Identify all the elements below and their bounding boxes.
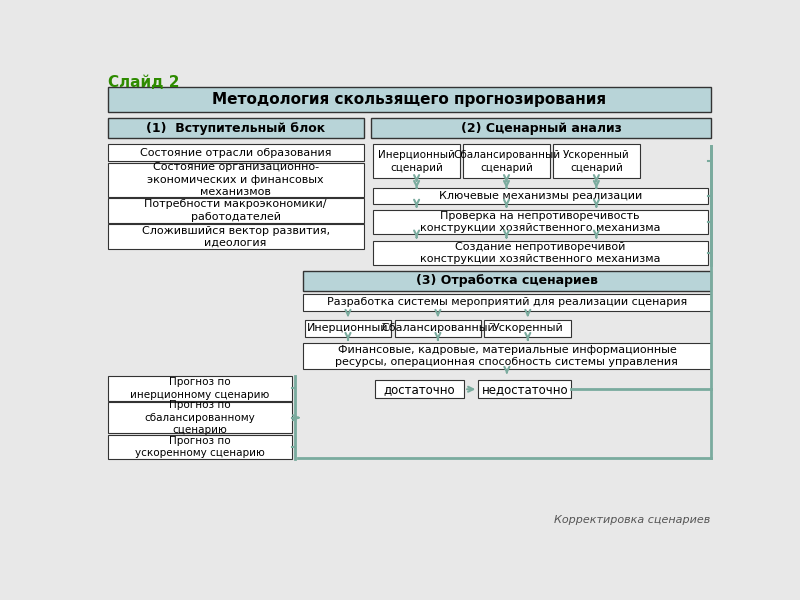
Bar: [108, 376, 292, 401]
Text: Прогноз по
ускоренному сценарию: Прогноз по ускоренному сценарию: [135, 436, 265, 458]
Bar: [373, 145, 460, 178]
Bar: [373, 188, 708, 203]
Text: (1)  Вступительный блок: (1) Вступительный блок: [146, 122, 325, 135]
Bar: [108, 163, 363, 197]
Text: Инерционный
сценарий: Инерционный сценарий: [378, 150, 455, 173]
Bar: [375, 380, 464, 398]
Bar: [108, 224, 363, 249]
Text: Ключевые механизмы реализации: Ключевые механизмы реализации: [438, 191, 642, 201]
Text: Слайд 2: Слайд 2: [108, 75, 179, 90]
Bar: [373, 210, 708, 235]
Text: Инерционный: Инерционный: [307, 323, 389, 334]
Text: Разработка системы мероприятий для реализации сценария: Разработка системы мероприятий для реали…: [326, 297, 687, 307]
Text: Ускоренный: Ускоренный: [493, 323, 563, 334]
Text: Ускоренный
сценарий: Ускоренный сценарий: [563, 150, 630, 173]
Text: Корректировка сценариев: Корректировка сценариев: [554, 515, 710, 525]
Bar: [553, 145, 640, 178]
Text: Прогноз по
инерционному сценарию: Прогноз по инерционному сценарию: [130, 377, 270, 400]
Text: Проверка на непротиворечивость
конструкции хозяйственного механизма: Проверка на непротиворечивость конструкц…: [420, 211, 661, 233]
Bar: [303, 343, 710, 369]
Text: Потребности макроэкономики/
работодателей: Потребности макроэкономики/ работодателе…: [144, 199, 327, 222]
Bar: [485, 320, 571, 337]
Bar: [462, 145, 550, 178]
Text: недостаточно: недостаточно: [482, 383, 568, 396]
Bar: [373, 241, 708, 265]
Bar: [303, 271, 710, 290]
Bar: [305, 320, 391, 337]
Bar: [108, 145, 363, 161]
Bar: [478, 380, 571, 398]
Text: Методология скользящего прогнозирования: Методология скользящего прогнозирования: [212, 92, 606, 107]
Text: Сбалансированный
сценарий: Сбалансированный сценарий: [453, 150, 560, 173]
Text: (3) Отработка сценариев: (3) Отработка сценариев: [416, 274, 598, 287]
Text: Создание непротиворечивой
конструкции хозяйственного механизма: Создание непротиворечивой конструкции хо…: [420, 242, 661, 264]
Text: Состояние отрасли образования: Состояние отрасли образования: [140, 148, 331, 158]
Text: Финансовые, кадровые, материальные информационные
ресурсы, операционная способно: Финансовые, кадровые, материальные инфор…: [335, 345, 678, 367]
Bar: [371, 118, 710, 138]
Bar: [108, 434, 292, 460]
Text: Сбалансированный: Сбалансированный: [381, 323, 494, 334]
Bar: [303, 294, 710, 311]
Bar: [108, 88, 710, 112]
Text: достаточно: достаточно: [384, 383, 455, 396]
Text: Состояние организационно-
экономических и финансовых
механизмов: Состояние организационно- экономических …: [147, 163, 324, 197]
Text: Сложившийся вектор развития,
идеология: Сложившийся вектор развития, идеология: [142, 226, 330, 248]
Text: (2) Сценарный анализ: (2) Сценарный анализ: [461, 122, 622, 135]
Bar: [108, 198, 363, 223]
Bar: [108, 403, 292, 433]
Bar: [394, 320, 482, 337]
Bar: [108, 118, 363, 138]
Text: Прогноз по
сбалансированному
сценарию: Прогноз по сбалансированному сценарию: [145, 400, 255, 435]
